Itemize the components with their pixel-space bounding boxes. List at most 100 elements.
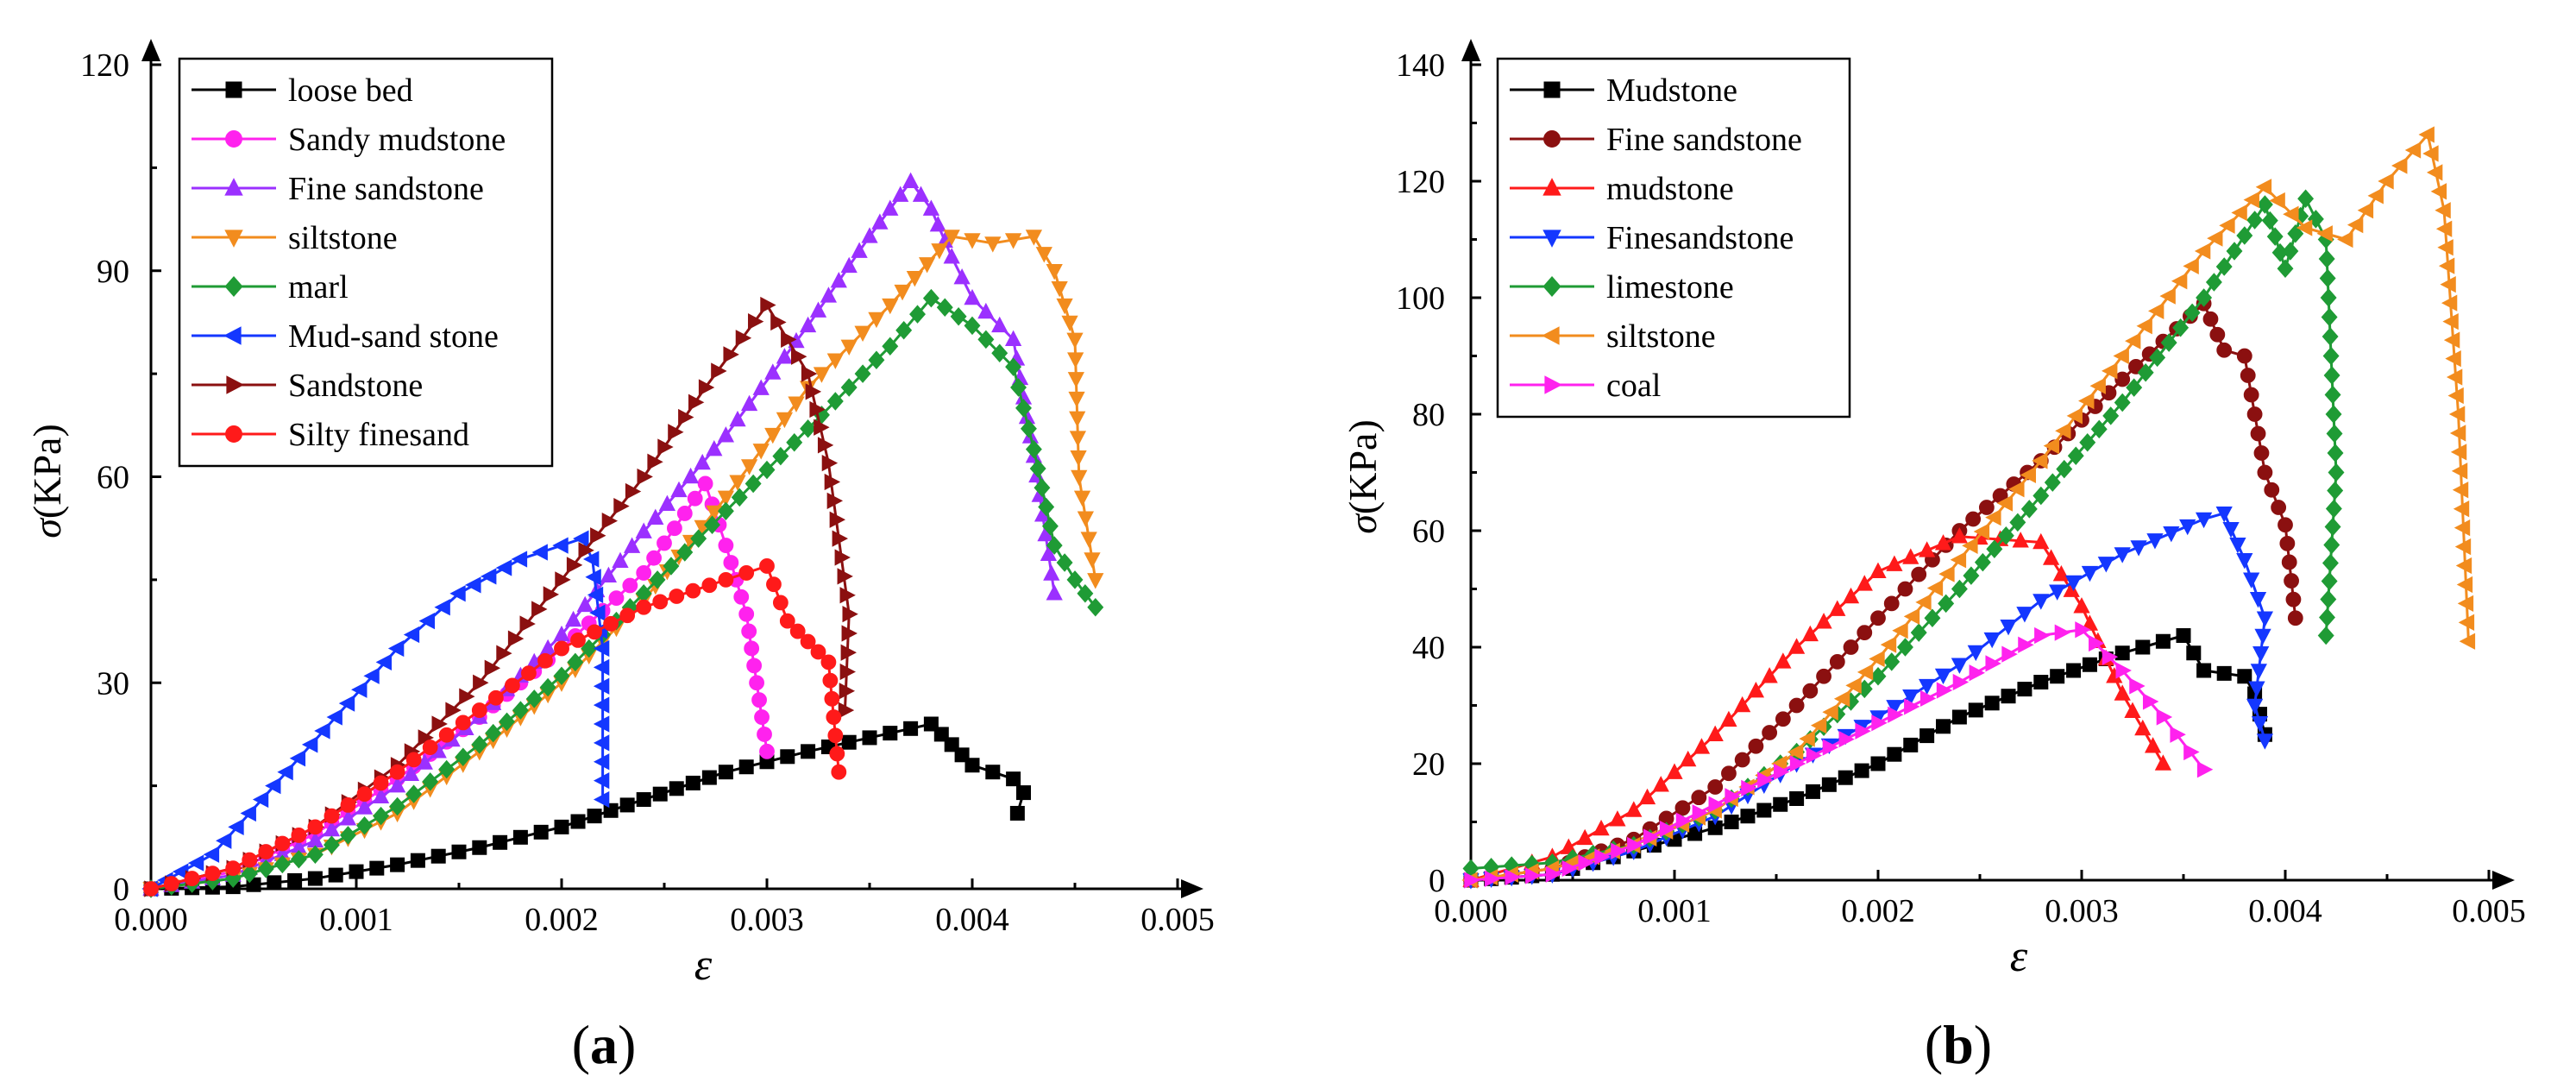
data-point	[1934, 668, 1952, 685]
data-point	[2437, 239, 2453, 256]
panel-label: (a)	[572, 1014, 637, 1075]
data-point	[481, 568, 497, 585]
data-point	[2447, 387, 2464, 405]
legend-swatch-marker	[1543, 130, 1561, 148]
data-point	[786, 432, 803, 452]
data-point	[2426, 164, 2443, 181]
data-point	[1856, 575, 1873, 591]
data-point	[519, 615, 536, 633]
data-point	[2186, 645, 2202, 661]
data-point	[943, 248, 960, 264]
data-point	[587, 809, 602, 824]
data-point	[1883, 595, 1900, 612]
data-point	[2450, 444, 2467, 461]
data-point	[2172, 318, 2190, 337]
data-point	[817, 437, 834, 454]
y-tick-label: 120	[80, 47, 129, 84]
data-point	[663, 557, 680, 576]
x-tick-label: 0.004	[935, 902, 1009, 938]
data-point	[277, 764, 293, 781]
data-point	[1643, 828, 1660, 846]
data-point	[1810, 717, 1827, 734]
data-point	[1721, 765, 1737, 782]
data-point	[2278, 517, 2293, 533]
data-point	[2018, 636, 2034, 653]
data-point	[1821, 777, 1837, 792]
data-point	[2016, 607, 2033, 623]
data-point	[2176, 628, 2191, 643]
data-point	[1609, 810, 1626, 827]
data-point	[772, 595, 789, 611]
legend: Mudstone Fine sandstone mudstone Finesandst…	[1496, 57, 1851, 419]
data-point	[2183, 257, 2199, 274]
data-point	[2328, 463, 2345, 482]
data-point	[612, 551, 629, 568]
data-point	[1936, 719, 1951, 734]
data-point	[1829, 653, 1845, 670]
data-point	[2114, 371, 2131, 387]
data-point	[2418, 126, 2435, 143]
data-point	[1919, 541, 1936, 557]
legend-swatch-marker	[1544, 375, 1562, 394]
data-point	[2194, 242, 2211, 260]
y-tick-label: 80	[1412, 397, 1445, 433]
data-point	[1855, 722, 1871, 740]
data-point	[323, 835, 340, 854]
data-point	[669, 589, 685, 604]
data-point	[2448, 406, 2466, 423]
legend-entry-label: mudstone	[1606, 171, 1734, 207]
data-point	[1561, 859, 1578, 878]
x-tick-label: 0.002	[525, 902, 599, 938]
data-point	[1938, 565, 1955, 582]
data-point	[567, 652, 584, 672]
data-point	[2248, 681, 2265, 697]
data-point	[788, 396, 805, 412]
data-point	[373, 775, 389, 791]
data-point	[203, 846, 220, 863]
data-point	[2326, 424, 2343, 444]
data-point	[455, 747, 472, 766]
data-point	[410, 853, 425, 868]
data-point	[430, 848, 446, 864]
data-point	[265, 777, 281, 795]
data-point	[912, 186, 930, 202]
data-point	[2283, 205, 2299, 223]
data-point	[431, 715, 448, 733]
data-point	[566, 557, 583, 574]
data-point	[1869, 650, 1885, 668]
data-point	[2209, 326, 2226, 343]
data-point	[1724, 815, 1739, 829]
data-point	[2033, 532, 2050, 550]
data-point	[1611, 842, 1627, 859]
data-point	[1005, 357, 1022, 376]
data-point	[841, 625, 858, 642]
data-point	[2435, 202, 2451, 219]
data-point	[830, 272, 847, 288]
data-point	[824, 690, 840, 707]
data-point	[931, 243, 948, 260]
data-point	[832, 530, 848, 547]
data-point	[871, 213, 889, 230]
data-point	[791, 348, 807, 365]
panel-label-letter: b	[1943, 1014, 1974, 1075]
data-point	[2449, 425, 2466, 442]
data-point	[809, 400, 826, 419]
data-point	[894, 284, 911, 301]
data-point	[1963, 566, 1980, 585]
data-point	[929, 216, 946, 232]
data-point	[471, 735, 488, 754]
data-point	[2323, 366, 2340, 385]
data-point	[801, 744, 816, 759]
data-point	[723, 555, 739, 570]
data-point	[1816, 668, 1831, 684]
data-point	[658, 494, 676, 512]
data-point	[2163, 526, 2180, 543]
data-point	[1951, 709, 1967, 725]
data-point	[824, 473, 841, 491]
data-point	[1996, 494, 2014, 512]
data-point	[2001, 645, 2018, 663]
data-point	[1787, 743, 1804, 761]
data-point	[2135, 639, 2151, 655]
data-point	[2446, 368, 2463, 386]
data-point	[1029, 459, 1046, 478]
